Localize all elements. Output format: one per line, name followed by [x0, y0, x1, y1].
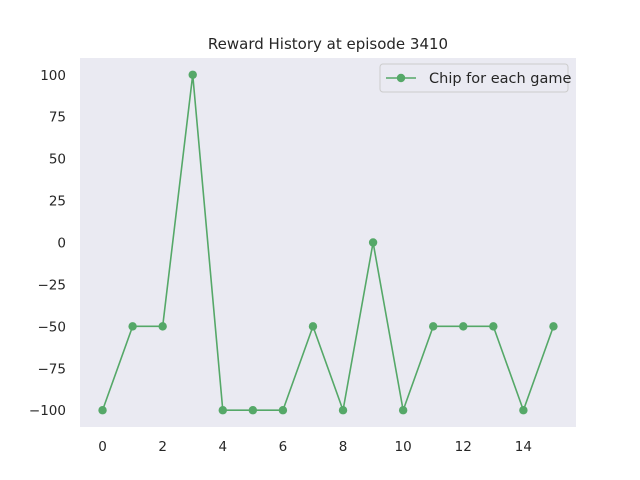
legend-box — [379, 63, 569, 93]
x-tick-label: 14 — [515, 439, 532, 455]
y-tick-label: 0 — [57, 236, 66, 252]
x-tick-label: 8 — [339, 439, 348, 455]
x-tick-label: 4 — [218, 439, 227, 455]
legend-label: Chip for each game — [429, 71, 571, 87]
series-layer — [98, 70, 558, 415]
data-point — [459, 322, 468, 331]
y-tick-label: −25 — [38, 277, 67, 293]
data-point — [218, 406, 227, 415]
y-tick-label: 25 — [49, 194, 66, 210]
data-point — [308, 322, 318, 331]
y-tick-label: −75 — [38, 361, 67, 377]
y-tick-label: 75 — [49, 110, 66, 126]
data-point — [188, 70, 197, 79]
y-tick-label: 50 — [49, 152, 66, 168]
chart-title: Reward History at episode 3410 — [208, 35, 448, 53]
data-point — [248, 406, 258, 415]
x-tick-label: 0 — [98, 439, 107, 455]
data-point — [338, 406, 348, 415]
y-axis: −100 −75 −50 −25 0 25 50 75 100 — [29, 68, 66, 419]
data-point — [158, 322, 167, 331]
plot-area — [80, 58, 576, 427]
legend-marker-swatch — [396, 73, 406, 83]
x-tick-label: 10 — [395, 439, 412, 455]
x-axis: 0 2 4 6 8 10 12 14 — [98, 439, 532, 455]
x-tick-label: 12 — [455, 439, 472, 455]
legend: Chip for each game — [379, 63, 571, 93]
data-point — [398, 406, 408, 415]
y-tick-label: −50 — [38, 319, 67, 335]
data-point — [278, 406, 288, 415]
x-tick-label: 6 — [279, 439, 288, 455]
data-point — [549, 322, 558, 331]
y-tick-label: 100 — [40, 68, 66, 84]
data-point — [489, 322, 498, 331]
x-tick-label: 2 — [158, 439, 167, 455]
data-point — [128, 322, 137, 331]
y-tick-label: −100 — [29, 403, 66, 419]
data-point — [368, 238, 378, 247]
data-point — [98, 406, 107, 415]
data-point — [429, 322, 438, 331]
series-line — [101, 73, 555, 412]
data-point — [519, 406, 528, 415]
